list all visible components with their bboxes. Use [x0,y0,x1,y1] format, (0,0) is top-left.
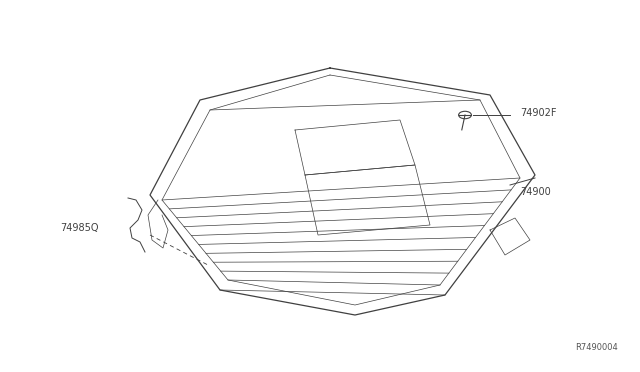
Text: 74900: 74900 [520,187,551,197]
Text: R7490004: R7490004 [575,343,618,352]
Text: 74985Q: 74985Q [60,223,99,233]
Text: 74902F: 74902F [520,108,557,118]
